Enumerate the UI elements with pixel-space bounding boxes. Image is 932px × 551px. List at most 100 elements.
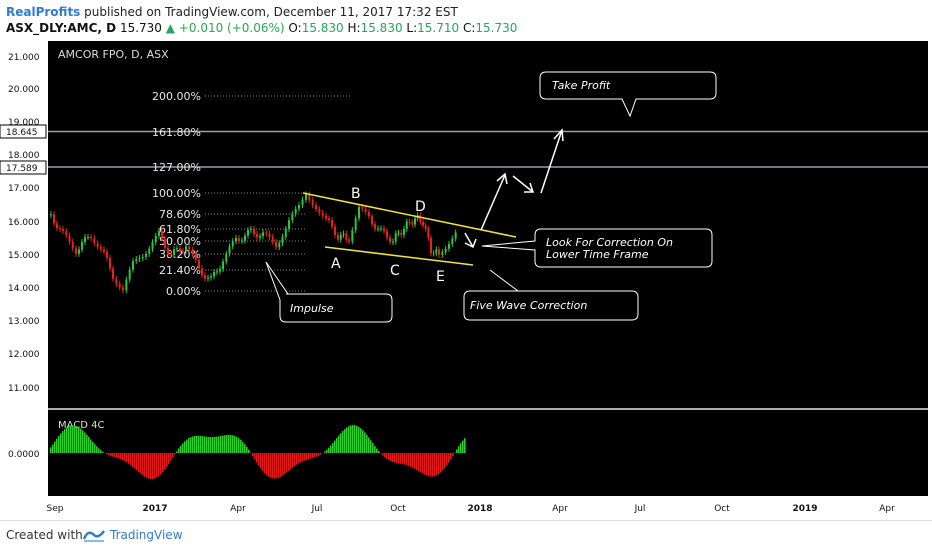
candle-body [198,260,200,268]
price-tick-label: 17.000 [8,184,40,194]
macd-bar [362,430,364,453]
macd-bar [122,453,124,460]
tradingview-link[interactable]: TradingView [110,528,183,542]
macd-bar [184,441,186,453]
macd-bar [76,426,78,453]
macd-bar [432,453,434,476]
price-scale[interactable] [0,38,48,520]
price-tick-label: 20.000 [8,85,40,95]
candle-body [325,216,327,219]
candle-body [109,258,111,269]
candle-body [371,216,373,224]
macd-bar [434,453,436,476]
published-text: published on TradingView.com, December 1… [84,5,458,19]
macd-bar [400,453,402,464]
macd-bar [200,436,202,453]
macd-bar [258,453,260,466]
macd-bar [446,453,448,465]
macd-bar [62,431,64,453]
macd-bar [204,436,206,453]
svg-text:Lower Time Frame: Lower Time Frame [546,248,649,261]
candle-body [145,254,147,257]
macd-bar [274,453,276,479]
macd-bar [186,440,188,453]
macd-bar [318,453,320,456]
macd-bar [346,428,348,453]
time-axis-label: 2018 [467,504,492,514]
macd-bar [370,440,372,453]
macd-bar [126,453,128,462]
candle-body [176,248,178,249]
macd-bar [70,425,72,453]
macd-bar [254,453,256,459]
macd-bar [378,451,380,453]
macd-bar [210,437,212,453]
macd-bar [196,436,198,453]
tradingview-logo-icon[interactable] [82,527,106,547]
macd-bar [150,453,152,479]
macd-bar [316,453,318,457]
macd-bar [224,435,226,453]
candle-body [282,237,284,243]
macd-bar [170,453,172,461]
macd-bar [132,453,134,467]
macd-bar [294,453,296,466]
time-axis-label: Apr [879,504,895,514]
macd-bar [216,437,218,453]
macd-bar [208,437,210,453]
candle-body [345,234,347,240]
macd-bar [146,453,148,478]
macd-bar [282,453,284,475]
candle-body [139,258,141,259]
macd-bar [128,453,130,464]
candle-body [269,234,271,237]
macd-bar [90,439,92,453]
macd-bar [256,453,258,462]
author-link[interactable]: RealProfits [6,5,80,19]
candle-body [368,212,370,216]
macd-bar [320,453,322,455]
candle-body [232,241,234,246]
macd-bar [438,453,440,474]
macd-bar [368,438,370,453]
macd-bar [374,446,376,453]
macd-bar [114,453,116,457]
candle-body [129,270,131,280]
candle-body [100,247,102,249]
macd-bar [252,453,254,456]
candle-body [422,222,424,226]
macd-bar [154,453,156,479]
macd-bar [222,436,224,453]
candle-body [380,228,382,229]
wave-label-a: A [331,256,341,272]
candle-body [411,222,413,224]
macd-bar [168,453,170,464]
candle-body [182,251,184,252]
price-marker-17589: 17.589 [0,161,46,174]
macd-bar [376,449,378,453]
time-axis-label: Sep [47,504,64,514]
macd-bar [448,453,450,462]
macd-bar [60,433,62,453]
candle-body [305,194,307,199]
candle-body [348,240,350,242]
price-tick-label: 21.000 [8,53,40,63]
macd-bar [298,453,300,463]
macd-bar [52,444,54,453]
publish-line: RealProfits published on TradingView.com… [6,5,458,19]
macd-bar [436,453,438,475]
macd-bar [86,435,88,453]
candle-body [119,284,121,288]
macd-bar [92,442,94,453]
candle-body [78,249,80,253]
candle-body [238,238,240,241]
candle-body [210,276,212,277]
macd-bar [220,436,222,453]
candle-body [455,232,457,238]
macd-bar [266,453,268,475]
price-tick-label: 16.000 [8,218,40,228]
candle-body [451,239,453,244]
macd-bar [248,450,250,453]
candle-body [419,215,421,221]
